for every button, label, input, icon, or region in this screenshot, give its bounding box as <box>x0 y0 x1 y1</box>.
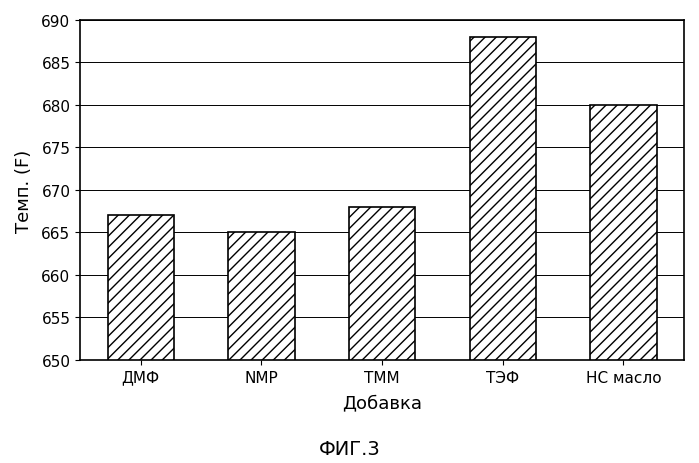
Bar <box>349 207 415 360</box>
Y-axis label: Темп. (F): Темп. (F) <box>15 149 33 232</box>
Text: ФИГ.3: ФИГ.3 <box>319 439 380 458</box>
Bar <box>108 216 174 360</box>
Bar <box>229 233 294 360</box>
Bar <box>590 106 656 360</box>
X-axis label: Добавка: Добавка <box>342 393 422 411</box>
Bar <box>470 38 536 360</box>
